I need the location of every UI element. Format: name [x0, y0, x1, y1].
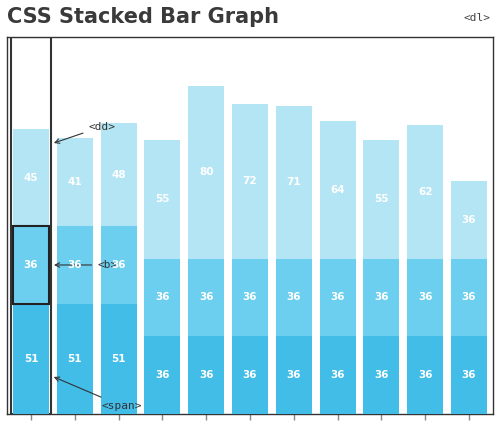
Text: 55: 55 [374, 194, 388, 204]
Bar [13, 130, 49, 226]
Text: 36: 36 [330, 292, 345, 302]
Text: 36: 36 [374, 292, 388, 302]
Text: 36: 36 [242, 370, 257, 380]
Text: <span>: <span> [55, 377, 142, 411]
Text: 36: 36 [242, 292, 257, 302]
Bar [188, 86, 224, 259]
Bar [188, 336, 224, 414]
Text: 55: 55 [155, 194, 170, 204]
Text: 51: 51 [68, 354, 82, 364]
Bar [451, 259, 487, 336]
Bar [451, 336, 487, 414]
Bar [100, 226, 136, 304]
Bar [451, 181, 487, 259]
Text: 64: 64 [330, 184, 345, 195]
Bar [276, 106, 312, 259]
Bar [407, 336, 443, 414]
Bar [276, 336, 312, 414]
Bar [12, 37, 51, 414]
Bar [276, 259, 312, 336]
Text: <dd>: <dd> [55, 122, 116, 143]
Bar [364, 259, 400, 336]
Text: 36: 36 [418, 292, 432, 302]
Text: 36: 36 [155, 370, 170, 380]
Text: 36: 36 [112, 260, 126, 270]
Text: 62: 62 [418, 187, 432, 197]
Text: 41: 41 [68, 177, 82, 187]
Bar [407, 125, 443, 259]
Text: 51: 51 [112, 354, 126, 364]
Text: 36: 36 [286, 292, 301, 302]
Text: 36: 36 [286, 370, 301, 380]
Text: 36: 36 [24, 260, 38, 270]
Bar [57, 304, 93, 414]
Bar [407, 259, 443, 336]
Bar [320, 336, 356, 414]
Bar [144, 336, 180, 414]
Text: <dl>: <dl> [464, 13, 490, 23]
Text: 36: 36 [330, 370, 345, 380]
Bar [364, 140, 400, 259]
Text: <b>: <b> [55, 260, 118, 270]
Bar [57, 226, 93, 304]
Text: CSS Stacked Bar Graph: CSS Stacked Bar Graph [7, 7, 279, 27]
Text: 51: 51 [24, 354, 38, 364]
Text: 36: 36 [462, 215, 476, 225]
Bar [57, 138, 93, 226]
Bar [188, 259, 224, 336]
Bar [100, 304, 136, 414]
Text: 36: 36 [199, 292, 214, 302]
Text: 36: 36 [462, 370, 476, 380]
Text: 36: 36 [155, 292, 170, 302]
Text: 36: 36 [462, 292, 476, 302]
Text: 36: 36 [199, 370, 214, 380]
Text: 80: 80 [199, 167, 214, 178]
Bar [232, 336, 268, 414]
Bar [320, 121, 356, 259]
Text: 72: 72 [242, 176, 258, 186]
Bar [13, 226, 49, 304]
Bar [364, 336, 400, 414]
Bar [13, 304, 49, 414]
Bar [144, 259, 180, 336]
Bar [320, 259, 356, 336]
Bar [232, 104, 268, 259]
Text: 48: 48 [112, 170, 126, 180]
Bar [232, 259, 268, 336]
Bar [13, 226, 49, 304]
Text: 71: 71 [286, 177, 301, 187]
Bar [144, 140, 180, 259]
Text: 36: 36 [68, 260, 82, 270]
Text: 36: 36 [374, 370, 388, 380]
Text: 36: 36 [418, 370, 432, 380]
Text: 45: 45 [24, 173, 38, 183]
Bar [100, 123, 136, 226]
